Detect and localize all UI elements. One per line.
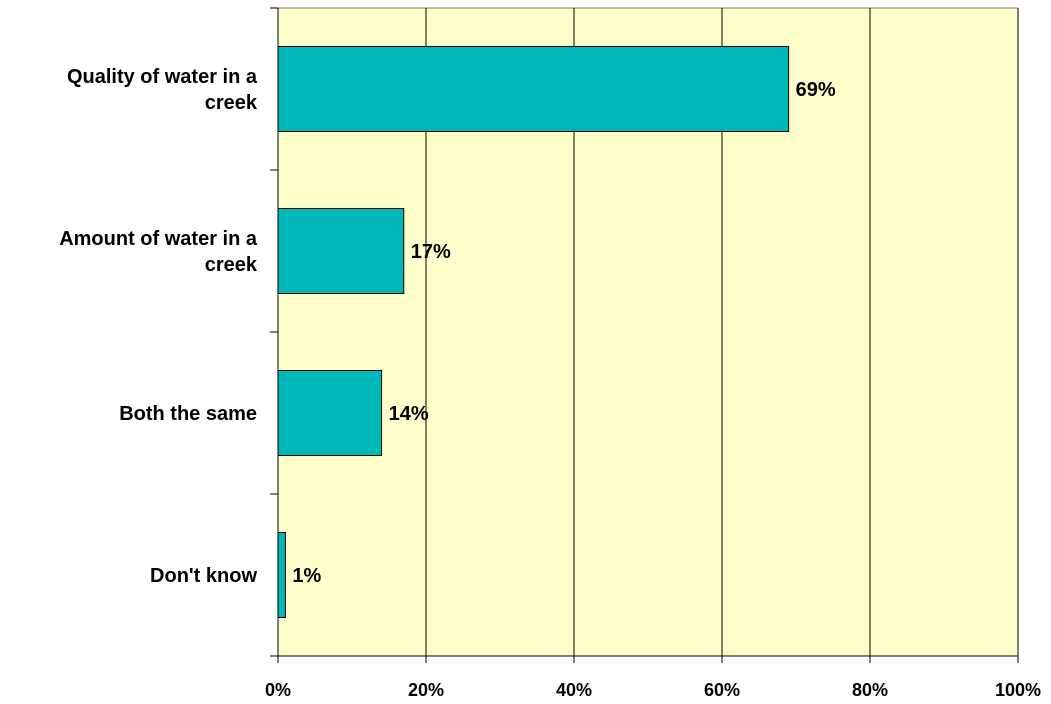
data-label: 1% <box>292 565 321 587</box>
bar <box>277 370 383 456</box>
bar <box>277 532 286 618</box>
data-label: 69% <box>796 79 836 101</box>
bar <box>277 208 405 294</box>
x-tick-label: 100% <box>995 680 1041 700</box>
labels: 0% 20% 40% 60% 80% 100% 69% Quality of water in… <box>59 66 1041 700</box>
category-label: Amount of water in a <box>59 228 258 250</box>
bars <box>277 46 790 618</box>
x-tick-label: 40% <box>556 680 592 700</box>
data-label: 17% <box>411 241 451 263</box>
category-label: creek <box>205 92 258 114</box>
x-tick-label: 60% <box>704 680 740 700</box>
axes <box>270 7 1019 663</box>
category-label: creek <box>205 254 258 276</box>
bar <box>277 46 790 132</box>
category-label: Quality of water in a <box>67 66 258 88</box>
x-tick-label: 80% <box>852 680 888 700</box>
data-label: 14% <box>389 403 429 425</box>
x-tick-label: 20% <box>408 680 444 700</box>
category-label: Don't know <box>150 565 257 587</box>
category-label: Both the same <box>119 403 257 425</box>
x-tick-label: 0% <box>265 680 291 700</box>
